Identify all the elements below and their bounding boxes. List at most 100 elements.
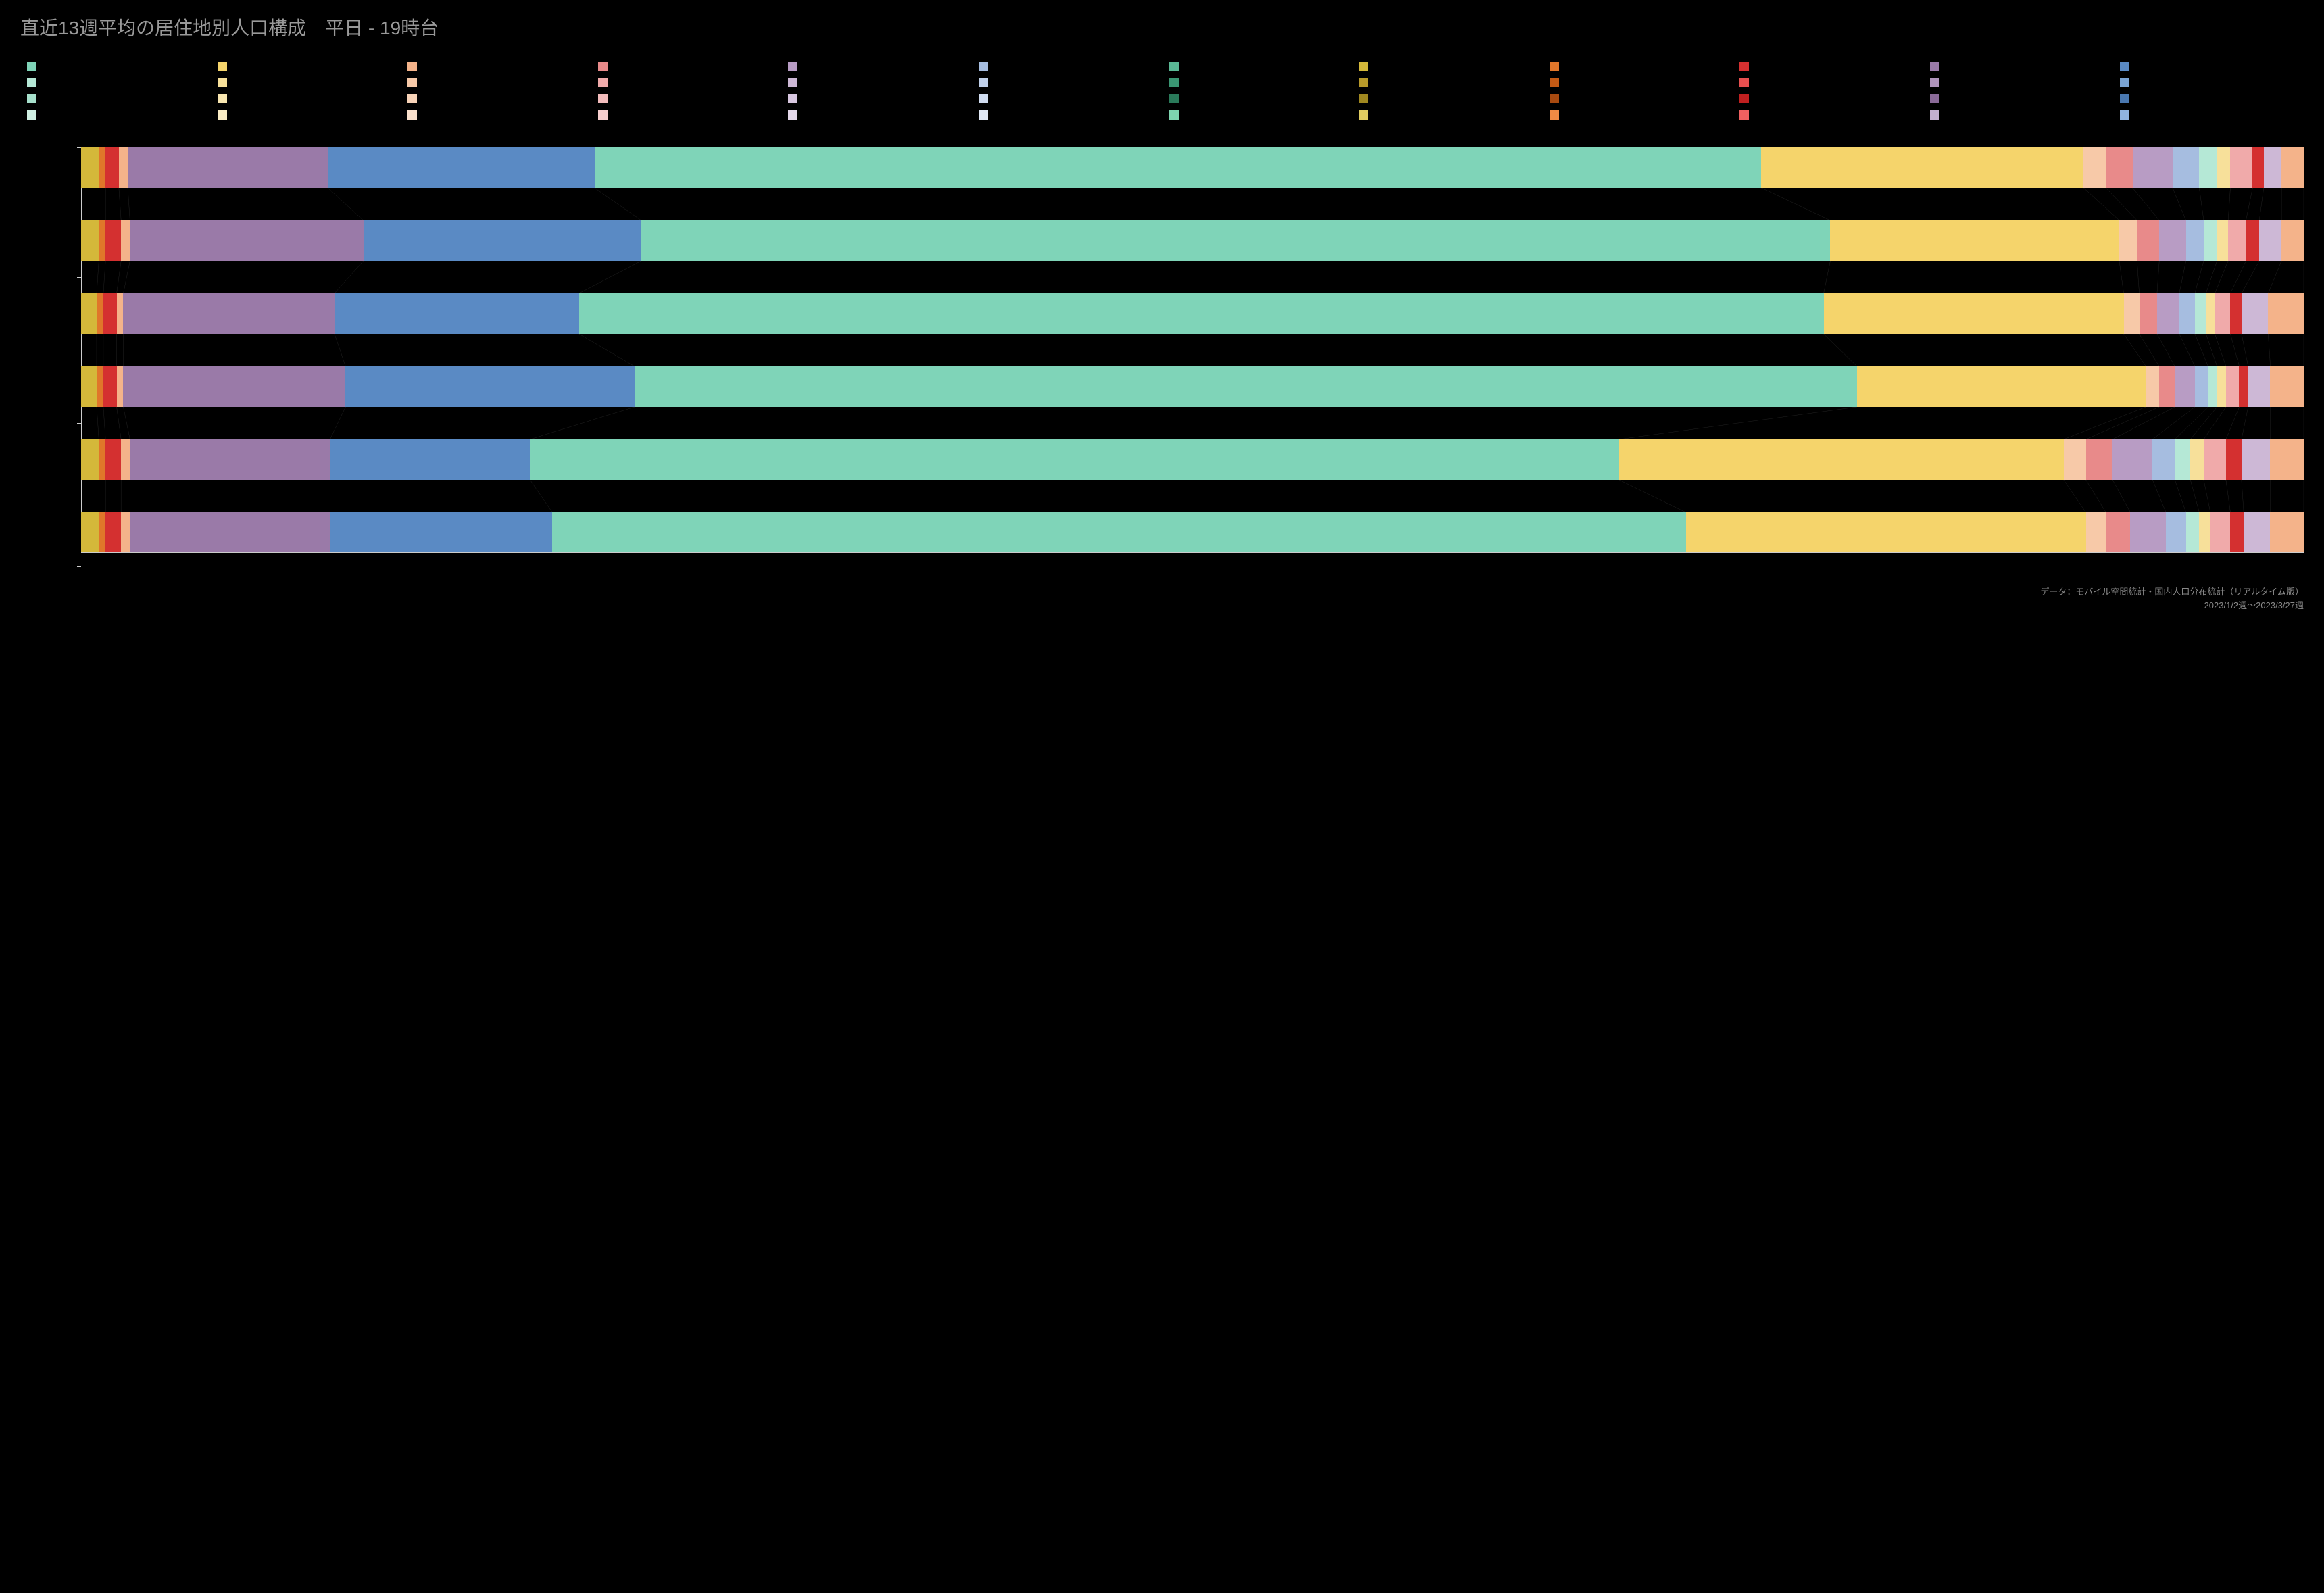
legend-swatch <box>407 94 417 103</box>
legend-item <box>1359 93 1543 104</box>
legend-swatch <box>2120 78 2129 87</box>
legend-item <box>218 109 401 120</box>
legend-swatch <box>2120 94 2129 103</box>
connector-layer <box>81 480 2304 512</box>
bar-segment <box>2140 293 2157 334</box>
legend-swatch <box>979 110 988 120</box>
connector-layer <box>81 261 2304 293</box>
legend-item <box>27 93 211 104</box>
legend-item <box>1359 77 1543 88</box>
bar-row <box>81 220 2304 261</box>
bar-segment <box>2226 439 2242 480</box>
legend-swatch <box>407 110 417 120</box>
bar-segment <box>2270 512 2303 553</box>
legend-item <box>1930 61 2114 72</box>
bar-segment <box>2112 439 2152 480</box>
legend-item <box>1930 93 2114 104</box>
bar-segment <box>2157 293 2179 334</box>
y-axis <box>20 147 81 566</box>
legend-item <box>2120 77 2304 88</box>
legend-swatch <box>407 62 417 71</box>
legend-swatch <box>598 110 608 120</box>
legend-swatch <box>218 94 227 103</box>
bar-segment <box>2248 366 2271 407</box>
bar-segment <box>105 147 119 188</box>
bar-segment <box>1857 366 2146 407</box>
bar-segment <box>635 366 1857 407</box>
bar-segment <box>2246 220 2259 261</box>
legend-swatch <box>27 62 36 71</box>
bar-row <box>81 512 2304 553</box>
bar-segment <box>2230 512 2244 553</box>
legend-item <box>407 93 591 104</box>
bar-segment <box>2206 293 2215 334</box>
bar-segment <box>99 439 105 480</box>
bar-segment <box>2124 293 2140 334</box>
legend-item <box>598 109 782 120</box>
bar-segment <box>81 512 99 553</box>
legend-item <box>218 77 401 88</box>
bar-segment <box>2137 220 2159 261</box>
bar-row <box>81 366 2304 407</box>
legend-swatch <box>788 94 797 103</box>
footer-source: データ：モバイル空間統計・国内人口分布統計（リアルタイム版） <box>20 585 2304 599</box>
legend-item <box>788 61 972 72</box>
legend-item <box>27 77 211 88</box>
legend-swatch <box>27 110 36 120</box>
bar-segment <box>2179 293 2195 334</box>
legend-item <box>407 61 591 72</box>
legend-swatch <box>979 62 988 71</box>
bar-segment <box>330 439 530 480</box>
bar-segment <box>130 439 330 480</box>
bar-segment <box>2228 220 2246 261</box>
bar-segment <box>99 147 105 188</box>
legend-item <box>2120 109 2304 120</box>
legend-item <box>1169 77 1353 88</box>
bar-segment <box>364 220 641 261</box>
y-tick <box>77 566 81 567</box>
bar-segment <box>2281 147 2304 188</box>
legend-item <box>788 93 972 104</box>
bar-segment <box>330 512 552 553</box>
bar-segment <box>2259 220 2281 261</box>
legend-swatch <box>1359 62 1368 71</box>
bar-segment <box>2166 512 2186 553</box>
legend-item <box>788 109 972 120</box>
chart-area <box>20 147 2304 553</box>
chart-title: 直近13週平均の居住地別人口構成 平日 - 19時台 <box>20 14 2304 41</box>
bar-segment <box>2252 147 2263 188</box>
legend-item <box>598 93 782 104</box>
chart-footer: データ：モバイル空間統計・国内人口分布統計（リアルタイム版） 2023/1/2週… <box>20 585 2304 612</box>
legend-swatch <box>1359 110 1368 120</box>
bar-segment <box>579 293 1824 334</box>
legend-item <box>2120 61 2304 72</box>
legend-swatch <box>979 78 988 87</box>
bar-segment <box>2064 439 2086 480</box>
bar-segment <box>2264 147 2281 188</box>
legend-swatch <box>1169 78 1179 87</box>
bar-segment <box>2083 147 2106 188</box>
bar-segment <box>2217 147 2231 188</box>
bar-segment <box>128 147 328 188</box>
connector-layer <box>81 334 2304 366</box>
legend-item <box>1550 93 1733 104</box>
bar-segment <box>345 366 635 407</box>
legend-swatch <box>1169 110 1179 120</box>
legend-item <box>1550 77 1733 88</box>
bar-segment <box>2186 512 2200 553</box>
legend-swatch <box>1930 78 1939 87</box>
legend-swatch <box>1169 62 1179 71</box>
legend-item <box>1359 109 1543 120</box>
bar-segment <box>2195 366 2208 407</box>
x-axis-line <box>81 552 2304 553</box>
legend-item <box>218 93 401 104</box>
legend-item <box>1930 109 2114 120</box>
legend-item <box>1739 61 1923 72</box>
bar-segment <box>2242 439 2271 480</box>
legend-item <box>1169 61 1353 72</box>
bar-segment <box>117 366 124 407</box>
bar-segment <box>2175 439 2190 480</box>
bar-segment <box>81 220 99 261</box>
bar-segment <box>99 220 105 261</box>
legend-swatch <box>1550 78 1559 87</box>
